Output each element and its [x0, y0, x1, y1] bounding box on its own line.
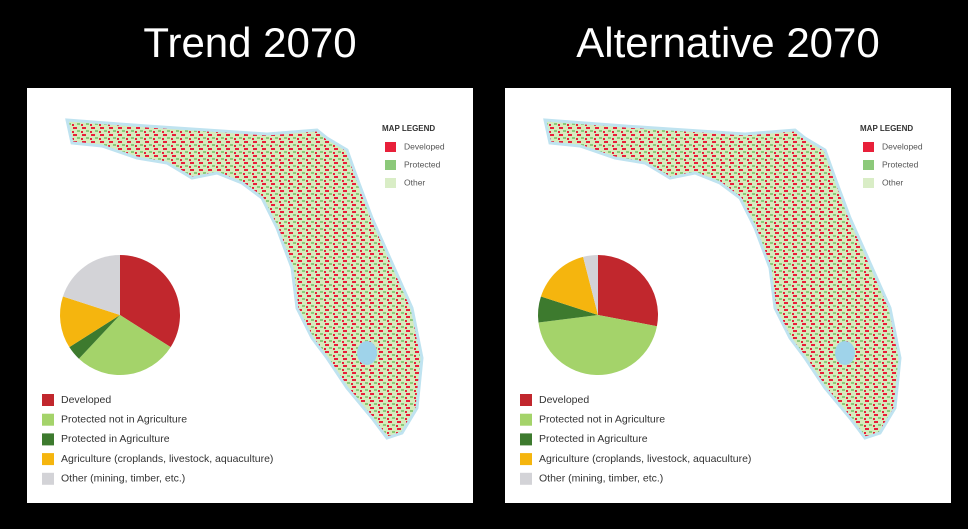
legend-swatch — [520, 413, 532, 426]
lake — [357, 341, 377, 365]
map-legend-swatch — [385, 160, 396, 170]
pie-slice — [540, 256, 598, 315]
map-legend-label: Developed — [404, 141, 445, 151]
pie-slice — [62, 255, 120, 315]
legend-swatch — [42, 433, 54, 446]
legend-label: Agriculture (croplands, livestock, aquac… — [61, 453, 273, 465]
pie-slice — [69, 315, 120, 359]
legend-label: Other (mining, timber, etc.) — [539, 473, 663, 485]
map-legend-swatch — [863, 178, 874, 188]
map-legend-label: Developed — [882, 141, 923, 151]
legend-label: Developed — [61, 394, 111, 406]
legend-swatch — [42, 394, 54, 406]
map-legend-title: MAP LEGEND — [860, 124, 913, 133]
legend-label: Agriculture (croplands, livestock, aquac… — [539, 453, 751, 465]
map-legend-swatch — [863, 160, 874, 170]
map-legend-label: Other — [404, 177, 425, 187]
legend-label: Protected not in Agriculture — [539, 413, 665, 425]
legend-label: Protected in Agriculture — [539, 433, 648, 445]
map-legend-swatch — [385, 142, 396, 152]
panel-title: Trend 2070 — [143, 19, 356, 66]
panel-title: Alternative 2070 — [576, 19, 880, 66]
pie-slice — [583, 255, 598, 315]
map-legend-label: Protected — [404, 159, 441, 169]
legend-swatch — [42, 472, 54, 485]
map-legend-label: Other — [882, 177, 903, 187]
pie-slice — [538, 296, 598, 323]
pie-slice — [60, 296, 120, 348]
map-legend-title: MAP LEGEND — [382, 124, 435, 133]
legend-swatch — [520, 394, 532, 406]
legend-swatch — [520, 453, 532, 466]
legend-swatch — [520, 433, 532, 446]
legend-label: Protected not in Agriculture — [61, 413, 187, 425]
pie-slice — [598, 255, 659, 327]
legend-swatch — [42, 413, 54, 426]
legend-swatch — [42, 453, 54, 466]
legend-label: Developed — [539, 394, 589, 406]
pie-slice — [78, 315, 171, 375]
lake — [835, 341, 855, 365]
legend-label: Other (mining, timber, etc.) — [61, 473, 185, 485]
florida-map — [65, 118, 424, 440]
map-legend-swatch — [863, 142, 874, 152]
pie-slice — [538, 315, 657, 375]
map-legend-label: Protected — [882, 159, 919, 169]
map-legend-swatch — [385, 178, 396, 188]
legend-swatch — [520, 472, 532, 485]
pie-slice — [120, 255, 180, 348]
florida-map — [543, 118, 902, 440]
legend-label: Protected in Agriculture — [61, 433, 170, 445]
